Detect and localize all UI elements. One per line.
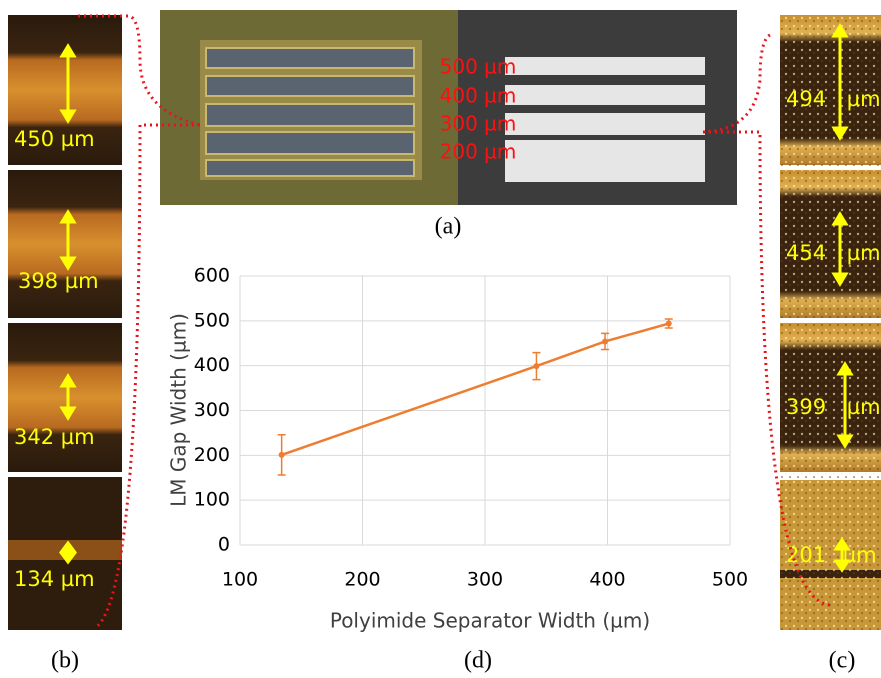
y-tick-label: 500	[194, 309, 230, 331]
x-tick-label: 200	[344, 569, 380, 591]
x-tick-label: 100	[222, 569, 258, 591]
y-tick-label: 200	[194, 444, 230, 466]
panel-label: (a)	[435, 214, 462, 240]
measurement: 398 µm	[18, 269, 99, 293]
chart: 0 100 200 300 400 500 600 100 200 300 400 500	[194, 265, 748, 591]
measurement: 450 µm	[14, 127, 95, 151]
panel-label: (b)	[51, 648, 79, 674]
width-label: 200 µm	[440, 140, 517, 164]
y-tick-label: 0	[218, 534, 230, 556]
x-tick-label: 300	[467, 569, 503, 591]
top-photo	[160, 10, 737, 205]
measurement: 342 µm	[14, 425, 95, 449]
y-axis-label: LM Gap Width (µm)	[167, 313, 191, 507]
left-photos	[8, 15, 122, 630]
x-axis-label: Polyimide Separator Width (µm)	[330, 609, 650, 633]
y-tick-label: 400	[194, 354, 230, 376]
connectors	[78, 14, 831, 630]
data-point	[533, 363, 540, 370]
measurement: 399 µm	[786, 395, 881, 419]
x-tick-label: 400	[589, 569, 625, 591]
data-point	[665, 320, 672, 327]
data-point	[602, 338, 609, 345]
y-tick-label: 100	[194, 489, 230, 511]
x-tick-label: 500	[712, 569, 748, 591]
measurement: 134 µm	[14, 567, 95, 591]
y-tick-label: 300	[194, 399, 230, 421]
measurement: 201 µm	[786, 543, 877, 567]
measurement: 454 µm	[786, 241, 881, 265]
width-label: 400 µm	[440, 84, 517, 108]
width-label: 500 µm	[440, 55, 517, 79]
panel-label: (c)	[829, 648, 856, 674]
data-point	[278, 451, 285, 458]
panel-label: (d)	[464, 648, 492, 674]
data-line	[281, 322, 670, 457]
right-photos: 494 µm 454 µm 399 µm 201 µm	[780, 15, 881, 630]
y-tick-label: 600	[194, 265, 230, 287]
width-label: 300 µm	[440, 112, 517, 136]
measurement: 494 µm	[786, 87, 881, 111]
